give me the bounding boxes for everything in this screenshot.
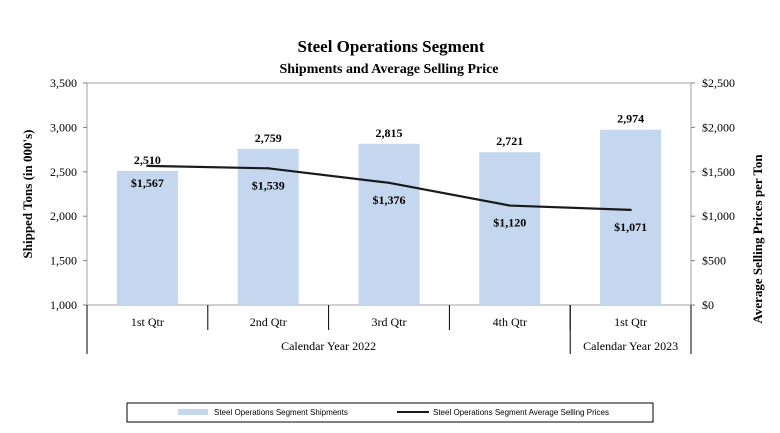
bar-shipments-1 (116, 170, 178, 305)
bar-label-shipments-1: 2,510 (134, 153, 161, 167)
y-axis-title: Shipped Tons (in 000's) (20, 130, 35, 259)
x-group-label-1: Calendar Year 2022 (281, 339, 376, 353)
y2-tick-label-6: $2,500 (702, 76, 735, 90)
y2-tick-label-3: $1,000 (702, 209, 735, 223)
legend: Steel Operations Segment Shipments Steel… (126, 402, 654, 423)
point-price-4 (508, 204, 511, 207)
legend-label-price: Steel Operations Segment Average Selling… (433, 408, 609, 417)
point-price-3 (387, 181, 391, 185)
y2-tick-label-5: $2,000 (702, 120, 735, 134)
legend-box (126, 402, 654, 423)
x-tick-label-3: 3rd Qtr (372, 315, 407, 329)
point-label-price-3: $1,376 (373, 193, 406, 207)
bar-shipments-5 (600, 129, 662, 305)
x-tick-label-5: 1st Qtr (614, 315, 647, 329)
bar-label-shipments-4: 2,721 (496, 134, 523, 148)
y-tick-label-4: 2,500 (50, 165, 77, 179)
point-label-price-1: $1,567 (131, 176, 164, 190)
x-group-label-2: Calendar Year 2023 (583, 339, 678, 353)
y-tick-label-2: 1,500 (50, 254, 77, 268)
y2-tick-label-2: $500 (702, 254, 726, 268)
bar-label-shipments-2: 2,759 (255, 131, 282, 145)
legend-swatch-shipments (178, 409, 208, 415)
legend-label-shipments: Steel Operations Segment Shipments (214, 408, 348, 417)
x-tick-label-4: 4th Qtr (493, 315, 527, 329)
y-tick-label-1: 1,000 (50, 298, 77, 312)
point-price-2 (267, 167, 270, 170)
y2-tick-label-1: $0 (702, 298, 714, 312)
point-price-1 (146, 164, 149, 168)
y2-tick-label-4: $1,500 (702, 165, 735, 179)
x-tick-label-2: 2nd Qtr (250, 315, 287, 329)
y2-axis-title: Average Selling Prices per Ton (750, 154, 765, 324)
bar-label-shipments-3: 2,815 (376, 126, 403, 140)
point-label-price-4: $1,120 (493, 216, 526, 230)
y-tick-label-6: 3,500 (50, 76, 77, 90)
point-price-5 (629, 208, 632, 212)
chart-title: Steel Operations Segment (298, 37, 485, 56)
bar-shipments-3 (358, 143, 420, 305)
chart-subtitle: Shipments and Average Selling Price (279, 62, 498, 77)
bar-shipments-4 (479, 152, 541, 305)
x-tick-label-1: 1st Qtr (131, 315, 164, 329)
point-label-price-5: $1,071 (614, 220, 647, 234)
y-tick-label-3: 2,000 (50, 209, 77, 223)
bar-shipments-2 (237, 148, 299, 305)
point-label-price-2: $1,539 (252, 178, 285, 192)
bar-label-shipments-5: 2,974 (617, 112, 644, 126)
y-tick-label-5: 3,000 (50, 120, 77, 134)
